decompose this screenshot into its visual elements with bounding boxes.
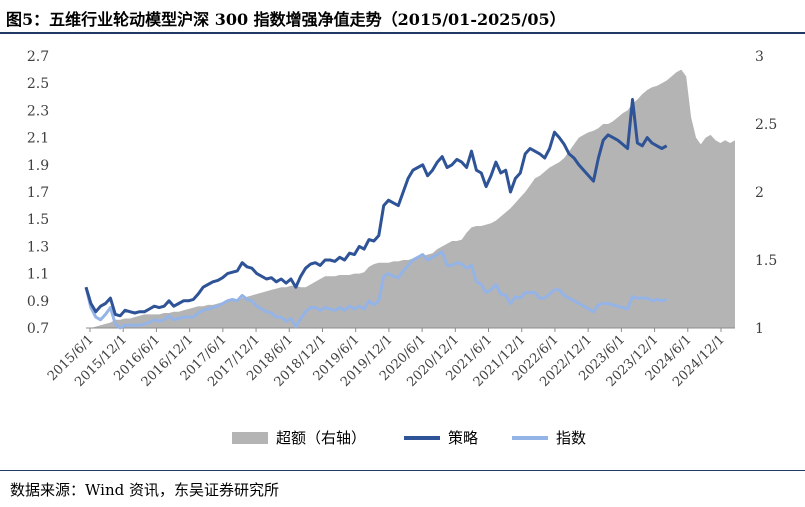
legend-swatch-excess [232, 432, 268, 444]
legend: 超额（右轴） 策略 指数 [232, 429, 586, 447]
left-tick-label: 0.9 [27, 294, 49, 310]
legend-label-excess: 超额（右轴） [276, 429, 366, 447]
left-tick-label: 1.3 [27, 239, 49, 255]
legend-label-strategy: 策略 [448, 429, 478, 447]
right-tick-label: 1 [755, 321, 764, 337]
source-rule [0, 470, 805, 471]
right-tick-label: 2 [755, 185, 764, 201]
left-axis-ticks: 0.7 0.9 1.1 1.3 1.5 1.7 1.9 2.1 2.3 2.5 2.7 [27, 49, 49, 337]
right-tick-label: 3 [755, 49, 764, 65]
left-tick-label: 2.1 [27, 131, 49, 147]
page-title: 图5：五维行业轮动模型沪深 300 指数增强净值走势（2015/01-2025/… [6, 10, 566, 29]
x-axis-ticks: 2015/6/12015/12/12016/6/12016/12/12017/6… [45, 328, 728, 390]
left-tick-label: 1.9 [27, 158, 49, 174]
line-layer [84, 98, 668, 330]
left-tick-label: 2.5 [27, 76, 49, 92]
legend-label-index: 指数 [556, 429, 586, 447]
left-tick-label: 1.7 [27, 185, 49, 201]
left-tick-label: 1.1 [27, 267, 49, 283]
chart: 0.7 0.9 1.1 1.3 1.5 1.7 1.9 2.1 2.3 2.5 2.7 1 1.5 2 2… [27, 49, 777, 447]
title-rule [0, 32, 805, 34]
right-tick-label: 2.5 [755, 117, 777, 133]
left-tick-label: 2.3 [27, 103, 49, 119]
right-tick-label: 1.5 [755, 253, 777, 269]
index-line [84, 250, 668, 330]
left-tick-label: 2.7 [27, 49, 49, 65]
excess-area [86, 69, 735, 328]
strategy-line [84, 98, 668, 318]
source-note: 数据来源：Wind 资讯，东吴证券研究所 [10, 481, 279, 499]
left-tick-label: 1.5 [27, 212, 49, 228]
right-axis-ticks: 1 1.5 2 2.5 3 [755, 49, 777, 337]
left-tick-label: 0.7 [27, 321, 49, 337]
excess-area-layer [86, 69, 735, 328]
